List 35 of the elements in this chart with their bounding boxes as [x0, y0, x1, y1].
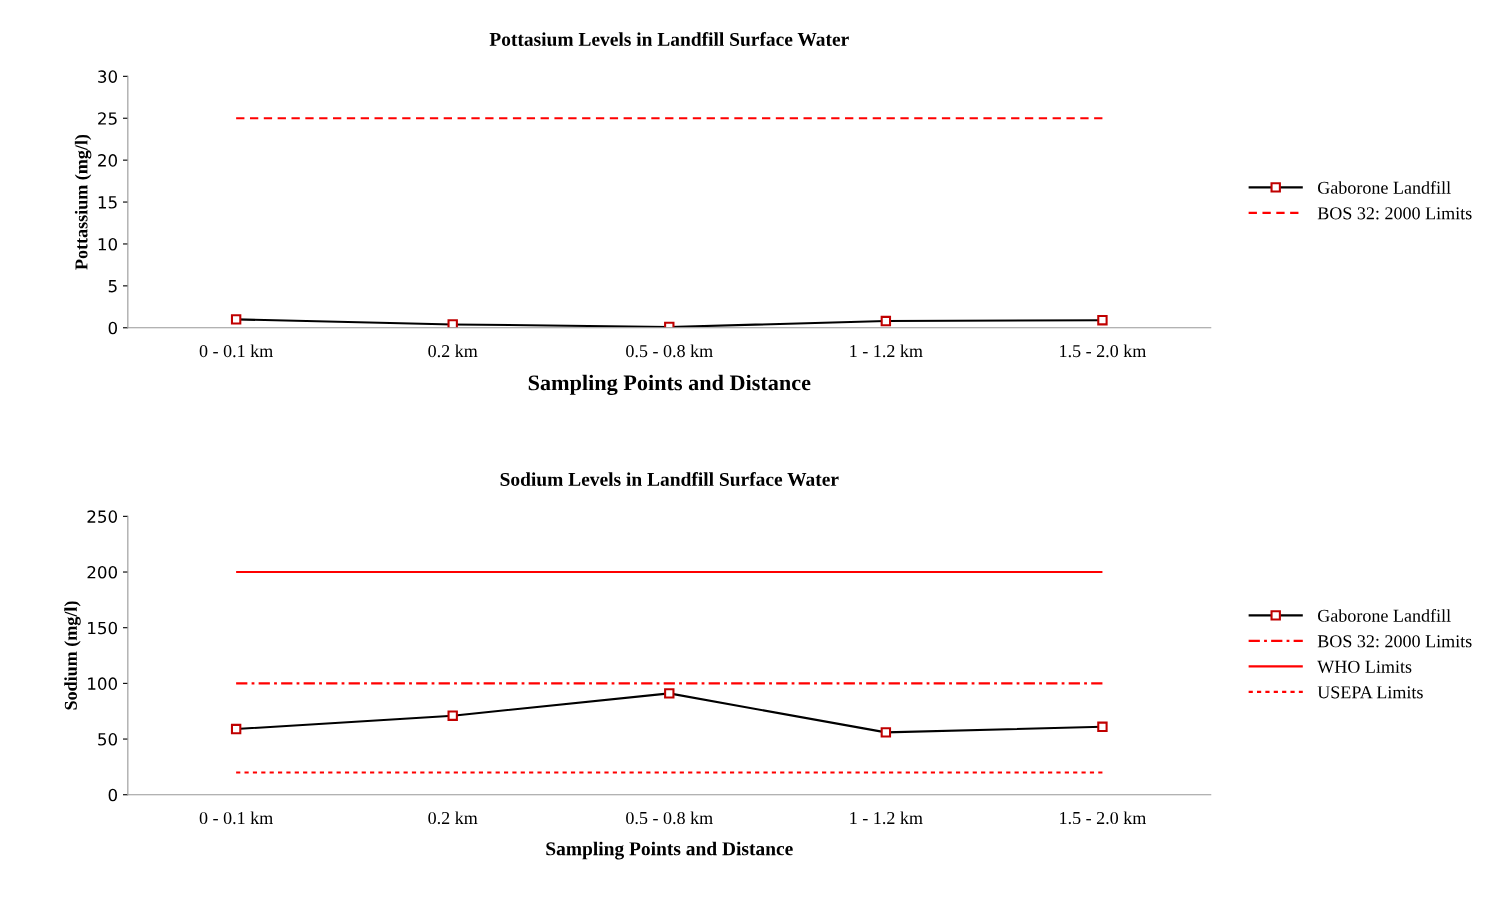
x-tick-label: 1 - 1.2 km — [850, 344, 923, 358]
chart-title: Sodium Levels in Landfill Surface Water — [500, 472, 839, 487]
y-tick-label: 100 — [88, 677, 118, 690]
x-tick-label: 0.2 km — [428, 811, 478, 825]
x-tick-label: 0.2 km — [428, 344, 478, 358]
y-tick-label: 30 — [98, 70, 118, 83]
x-tick-label: 1 - 1.2 km — [850, 811, 923, 825]
chart-title: Pottasium Levels in Landfill Surface Water — [489, 32, 849, 47]
y-tick-label: 50 — [98, 733, 118, 746]
x-tick-label: 0 - 0.1 km — [199, 344, 273, 358]
y-tick-label: 5 — [108, 280, 117, 293]
y-axis-title: Pottassium (mg/l) — [74, 134, 92, 270]
x-tick-label: 0.5 - 0.8 km — [626, 344, 713, 358]
x-tick-label: 1.5 - 2.0 km — [1060, 344, 1147, 358]
x-tick-label: 1.5 - 2.0 km — [1060, 811, 1147, 825]
y-tick-label: 250 — [87, 510, 118, 523]
y-tick-label: 15 — [98, 196, 117, 209]
y-tick-label: 0 — [108, 788, 118, 802]
legend-label: Gaborone Landfill — [1317, 608, 1451, 622]
x-axis-title: Sampling Points and Distance — [528, 374, 811, 396]
y-tick-label: 0 — [108, 321, 118, 335]
y-tick-label: 20 — [98, 154, 118, 167]
legend-label: Gaborone Landfill — [1317, 180, 1451, 194]
x-tick-label: 0 - 0.1 km — [199, 811, 273, 825]
x-axis-title: Sampling Points and Distance — [546, 841, 793, 860]
y-tick-label: 25 — [98, 112, 117, 125]
y-tick-label: 10 — [98, 237, 118, 251]
legend-label: WHO Limits — [1317, 660, 1412, 673]
legend-label: BOS 32: 2000 Limits — [1317, 635, 1472, 648]
legend-label: BOS 32: 2000 Limits — [1317, 207, 1472, 220]
x-tick-label: 0.5 - 0.8 km — [626, 811, 713, 825]
y-tick-label: 200 — [87, 565, 118, 579]
legend-label: USEPA Limits — [1317, 686, 1423, 699]
y-axis-title: Sodium (mg/l) — [64, 601, 81, 710]
y-tick-label: 150 — [88, 621, 118, 635]
